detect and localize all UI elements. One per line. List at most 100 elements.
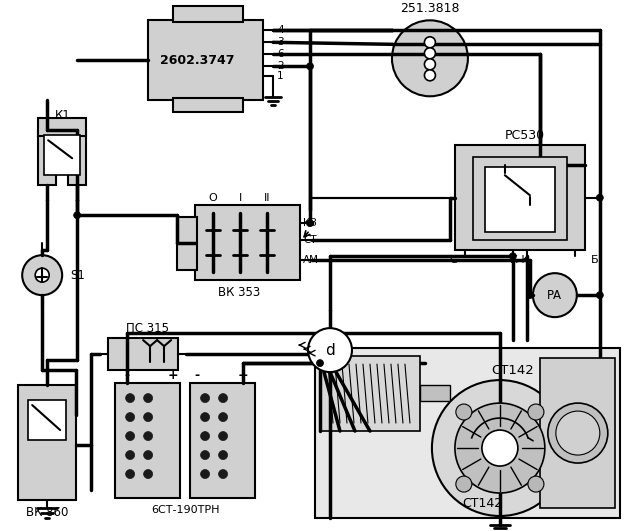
Circle shape [424,37,436,48]
Text: 6СТ-190ТРН: 6СТ-190ТРН [151,505,219,515]
Bar [68,130,86,185]
Circle shape [482,430,518,466]
Circle shape [201,393,210,402]
Text: 2602.3747: 2602.3747 [160,54,235,67]
Circle shape [455,403,545,493]
Text: 6: 6 [277,49,284,59]
Circle shape [566,421,590,445]
Circle shape [533,273,577,317]
Bar [38,130,56,185]
Text: РА: РА [547,289,563,302]
Bar [455,145,585,250]
Bar [108,338,178,370]
Circle shape [126,413,135,422]
Circle shape [528,476,544,492]
Bar [173,6,243,22]
Text: 251.3818: 251.3818 [400,2,460,15]
Circle shape [308,328,352,372]
Circle shape [456,476,472,492]
Text: -: - [194,369,199,382]
Bar [195,205,300,280]
Text: -: - [124,369,130,382]
Bar [485,167,555,232]
Circle shape [144,469,152,478]
Circle shape [35,268,49,282]
Circle shape [307,63,314,70]
Text: d: d [325,342,335,357]
Circle shape [432,380,568,516]
Circle shape [509,253,516,260]
Circle shape [218,450,227,459]
Circle shape [572,427,584,439]
Circle shape [126,432,135,441]
Circle shape [144,450,152,459]
Bar [44,135,80,175]
Text: 3: 3 [277,37,284,47]
Text: АМ: АМ [303,255,319,265]
Bar [315,348,620,518]
Bar [473,157,567,240]
Circle shape [218,393,227,402]
Text: РС530: РС530 [505,129,545,142]
Circle shape [144,393,152,402]
Bar [540,358,615,508]
Text: О: О [209,193,217,203]
Circle shape [144,413,152,422]
Circle shape [218,432,227,441]
Circle shape [456,404,472,420]
Circle shape [218,413,227,422]
Circle shape [201,469,210,478]
Text: К К: К К [511,255,530,265]
Text: 2: 2 [277,61,284,71]
Bar [28,400,66,440]
Text: КЗ: КЗ [303,218,317,228]
Circle shape [126,450,135,459]
Text: 1: 1 [277,71,284,81]
Bar [177,217,197,270]
Text: S1: S1 [70,269,85,281]
Text: ВК 353: ВК 353 [218,286,261,298]
Circle shape [126,393,135,402]
Bar [190,383,255,498]
Text: СТ142: СТ142 [462,496,503,510]
Bar [420,385,450,401]
Circle shape [201,432,210,441]
Circle shape [596,292,603,298]
Circle shape [548,403,608,463]
Text: К1: К1 [55,109,71,122]
Text: II: II [264,193,271,203]
Text: +: + [168,369,178,382]
Circle shape [22,255,62,295]
Text: ВК 860: ВК 860 [26,506,69,518]
Circle shape [424,59,436,70]
Circle shape [392,20,468,96]
Text: С: С [449,255,457,265]
Text: ПС 315: ПС 315 [126,322,169,335]
Circle shape [424,70,436,81]
Circle shape [201,450,210,459]
Circle shape [564,419,592,447]
Bar [148,20,263,100]
Circle shape [316,359,323,366]
Circle shape [126,469,135,478]
Bar [320,356,420,431]
Text: СТ142: СТ142 [491,364,535,376]
Bar [115,383,180,498]
Bar [38,118,86,136]
Circle shape [307,220,314,227]
Circle shape [218,469,227,478]
Text: +: + [237,369,248,382]
Text: СТ: СТ [303,235,317,245]
Circle shape [74,212,81,219]
Circle shape [556,411,600,455]
Bar [173,98,243,112]
Text: I: I [238,193,242,203]
Circle shape [528,404,544,420]
Bar [18,385,76,500]
Circle shape [424,48,436,59]
Text: 4: 4 [277,25,284,36]
Text: Б: Б [591,255,599,265]
Circle shape [596,194,603,201]
Circle shape [201,413,210,422]
Circle shape [144,432,152,441]
